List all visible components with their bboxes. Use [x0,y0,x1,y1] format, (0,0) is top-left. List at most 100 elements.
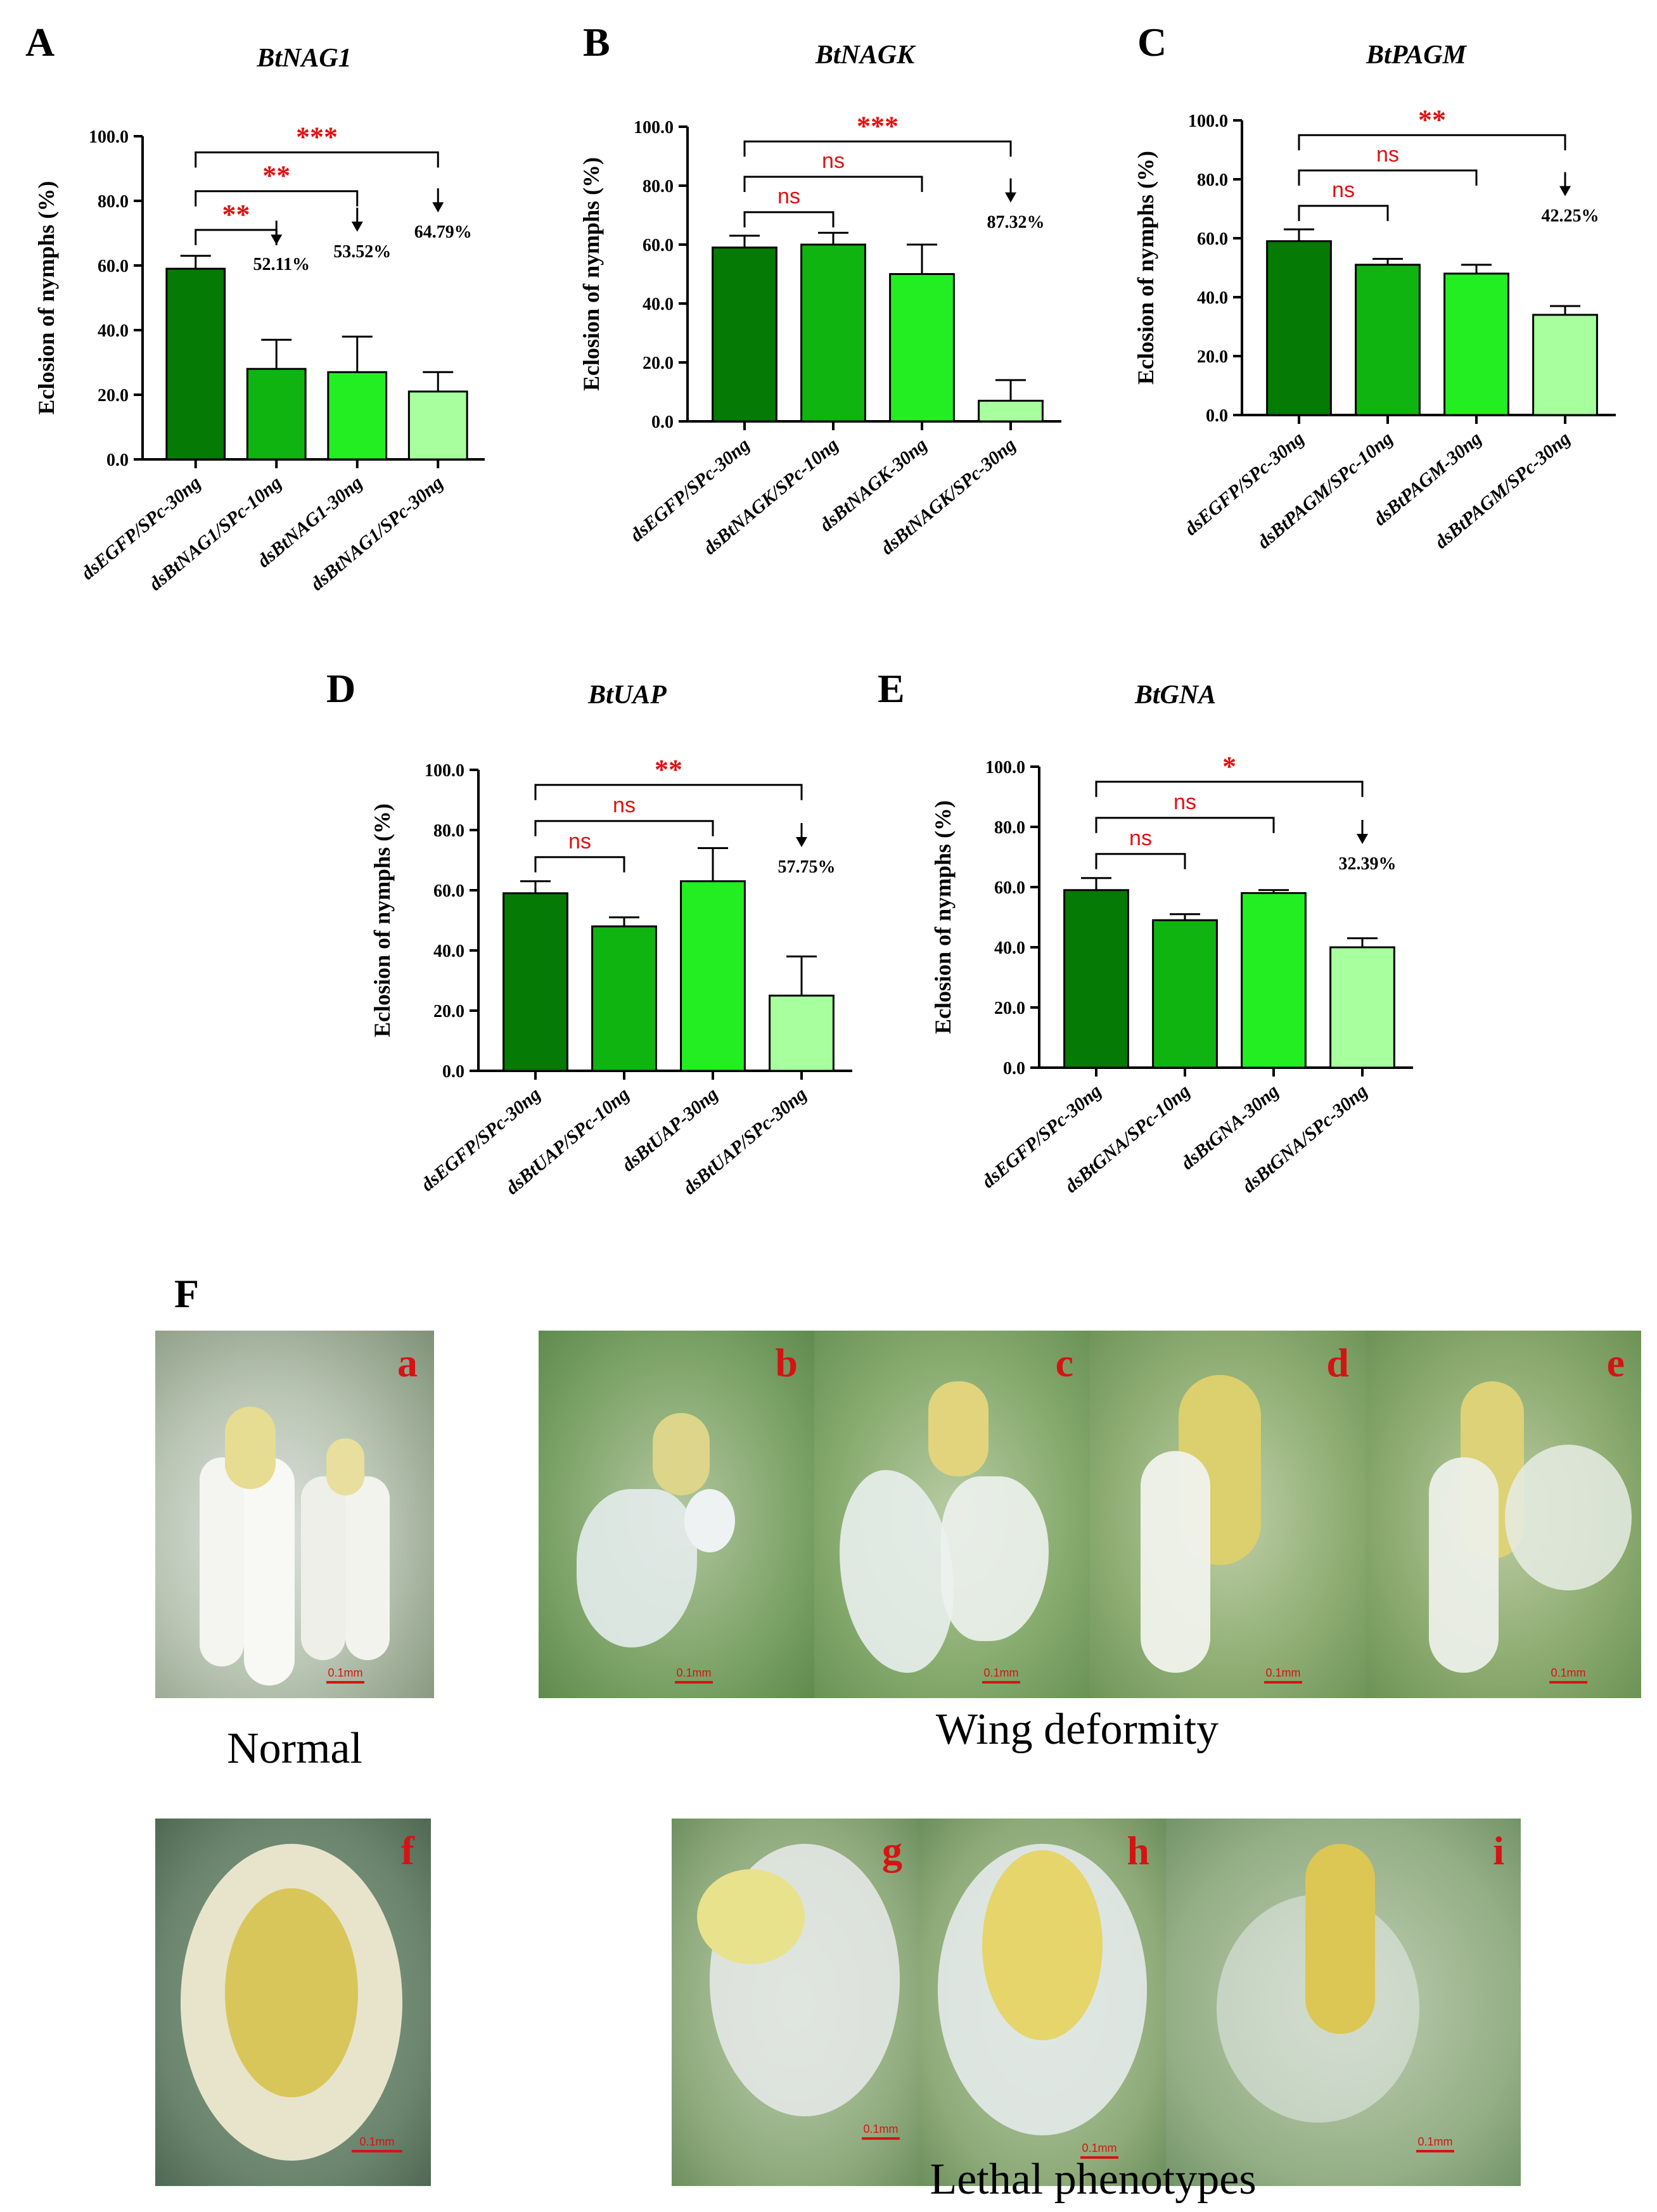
significance-bracket [743,176,923,193]
significance-bracket [743,211,835,227]
whitefly-body [653,1413,710,1495]
significance-label: ns [1129,826,1152,850]
significance-bracket [1095,781,1364,797]
significance-bracket [195,151,439,168]
y-tick-label: 40.0 [433,942,464,961]
photo-label: a [397,1340,418,1385]
y-tick-label: 100.0 [985,758,1025,777]
scale-text: 0.1mm [1417,2135,1453,2148]
significance-bracket [1095,817,1275,833]
panel-letter-c: C [1137,20,1167,65]
chart-title: BtNAGK [815,41,916,70]
scale-bar: 0.1mm [982,1666,1020,1684]
y-axis-label: Eclosion of nymphs (%) [34,181,59,414]
scale-bar: 0.1mm [1416,2135,1454,2152]
significance-label: ns [1332,178,1355,202]
photo-e: e 0.1mm [1366,1331,1641,1698]
bar [165,267,226,461]
bar [1266,240,1332,416]
y-axis-label: Eclosion of nymphs (%) [930,800,956,1034]
y-tick-label: 60.0 [98,257,129,276]
bar [1241,892,1307,1069]
y-tick-label: 20.0 [643,354,674,373]
y-tick-label: 100.0 [89,127,129,147]
photo-label: g [882,1828,902,1873]
y-tick-label: 60.0 [433,881,464,901]
significance-bracket [534,820,714,836]
whitefly-wing [244,1457,295,1685]
scale-line [1264,1681,1302,1684]
y-tick-label: 80.0 [1197,170,1228,190]
significance-label: ns [777,184,800,208]
y-axis-label: Eclosion of nymphs (%) [579,157,604,391]
nymph-body [1305,1844,1375,2034]
significance-bracket [195,190,359,207]
photo-g: g 0.1mm [672,1819,919,2186]
whitefly-wing [200,1457,244,1666]
photo-h: h 0.1mm [919,1819,1166,2186]
scale-line [675,1681,713,1684]
panel-letter-b: B [583,20,610,65]
scale-text: 0.1mm [1551,1666,1586,1679]
y-tick-label: 40.0 [994,938,1025,958]
scale-bar: 0.1mm [675,1666,713,1684]
reduction-label: 53.52% [333,242,391,262]
significance-label: *** [857,110,899,141]
significance-bracket [1298,169,1478,186]
photo-label: b [775,1340,798,1385]
deformed-wing [577,1489,697,1647]
significance-bracket [1298,205,1389,221]
significance-bracket [534,856,625,873]
y-tick-label: 0.0 [1206,406,1228,426]
bar [407,390,468,461]
chart-svg: BtPAGM 0.0 20.0 40.0 60.0 80.0 100.0 Eclosion o… [1133,41,1616,553]
chart-svg: BtNAGK 0.0 20.0 40.0 60.0 80.0 100.0 Eclosion o… [579,41,1061,559]
reduction-label: 87.32% [987,213,1045,233]
photo-label: i [1493,1828,1504,1873]
bar [712,246,777,423]
deformed-wing [1429,1457,1499,1673]
reduction-label: 57.75% [778,857,836,877]
arrow-head [796,837,807,847]
caption-wing-deformity: Wing deformity [935,1705,1219,1754]
scale-bar: 0.1mm [1264,1666,1302,1684]
arrow-head [271,234,283,245]
arrow-head [1005,192,1016,203]
chart-title: BtNAG1 [256,44,351,73]
reduction-label: 52.11% [253,255,310,274]
y-tick-label: 20.0 [1197,347,1228,367]
photo-label: h [1127,1828,1149,1873]
y-axis-label: Eclosion of nymphs (%) [369,803,395,1037]
significance-label: ** [1418,104,1446,135]
chart-title: BtGNA [1134,681,1216,710]
scale-bar: 0.1mm [326,1666,364,1684]
chart-panel-d: BtUAP 0.0 20.0 40.0 60.0 80.0 100.0 Eclosion of… [369,681,852,1199]
y-axis-label: Eclosion of nymphs (%) [1133,151,1158,385]
caption-normal: Normal [227,1724,362,1773]
y-tick-label: 20.0 [433,1002,464,1021]
scale-line [326,1681,364,1684]
panel-letter-e: E [878,666,905,711]
scale-bar: 0.1mm [862,2123,900,2140]
scale-text: 0.1mm [983,1666,1019,1679]
y-tick-label: 80.0 [994,818,1025,838]
y-tick-label: 20.0 [994,999,1025,1018]
nymph-body [225,1888,358,2097]
photo-f: f 0.1mm [155,1819,431,2186]
significance-label: * [1222,751,1236,782]
photo-c: c 0.1mm [814,1331,1090,1698]
bar [1443,272,1509,416]
y-tick-label: 100.0 [634,118,674,137]
scale-bar: 0.1mm [1080,2142,1118,2159]
whitefly-body [225,1407,276,1489]
photo-d: d 0.1mm [1090,1331,1366,1698]
whitefly-wing [345,1476,390,1660]
caption-lethal-phenotypes: Lethal phenotypes [930,2155,1257,2204]
arrow-head [1559,186,1571,196]
scale-line [1080,2156,1118,2159]
y-tick-label: 100.0 [1188,112,1228,131]
y-tick-label: 40.0 [643,295,674,314]
deformed-wing [1141,1451,1210,1673]
significance-label: ns [1376,143,1399,167]
photo-label: f [400,1828,414,1873]
